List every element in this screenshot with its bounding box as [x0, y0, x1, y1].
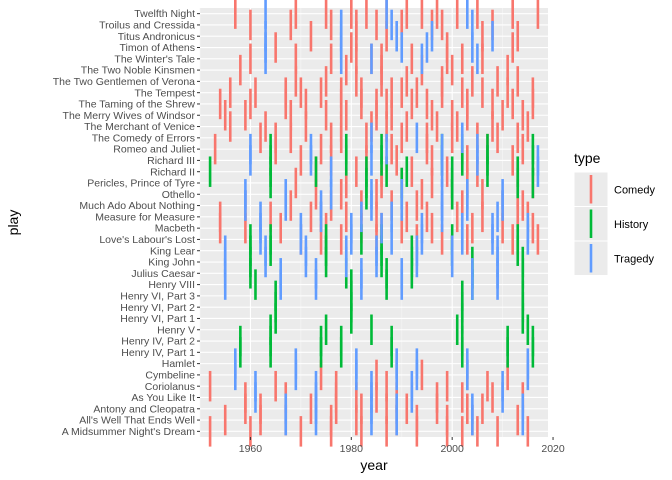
data-marks — [208, 0, 540, 447]
y-tick-label: Macbeth — [155, 223, 195, 235]
y-tick-label: Troilus and Cressida — [99, 20, 195, 32]
legend-keys: Comedy History Tragedy — [573, 171, 655, 276]
y-tick-label: Henry IV, Part 1 — [121, 347, 195, 359]
y-tick-label: Hamlet — [162, 358, 195, 370]
y-tick-label: As You Like It — [131, 392, 195, 404]
y-tick-label: Titus Andronicus — [118, 31, 195, 43]
y-tick-label: Henry VI, Part 3 — [120, 290, 195, 302]
y-tick-label: The Two Gentlemen of Verona — [53, 76, 195, 88]
y-axis-title: play — [5, 210, 21, 236]
x-tick-label: 1980 — [340, 443, 364, 455]
y-tick-label: Richard II — [150, 166, 195, 178]
x-tick-labels: 1960 1980 2000 2020 — [239, 437, 565, 455]
y-tick-label: The Merry Wives of Windsor — [63, 110, 196, 122]
y-tick-label: Love's Labour's Lost — [99, 234, 195, 246]
y-tick-label: A Midsummer Night's Dream — [62, 426, 196, 438]
y-tick-label: Romeo and Juliet — [113, 144, 195, 156]
legend-label: Comedy — [614, 184, 655, 196]
y-tick-label: Timon of Athens — [120, 42, 195, 54]
y-tick-label: Henry V — [157, 324, 195, 336]
y-tick-label: Henry VI, Part 2 — [120, 302, 195, 314]
legend: type Comedy History Tragedy — [573, 150, 655, 276]
plot-panel — [200, 8, 548, 437]
y-tick-label: The Tempest — [134, 87, 195, 99]
y-tick-label: Much Ado About Nothing — [79, 200, 195, 212]
y-tick-label: All's Well That Ends Well — [79, 415, 195, 427]
x-axis-title: year — [360, 457, 388, 473]
x-tick-label: 1960 — [239, 443, 263, 455]
y-tick-label: King Lear — [150, 245, 195, 257]
y-tick-label: Henry IV, Part 2 — [121, 336, 195, 348]
y-tick-label: Henry VIII — [148, 279, 195, 291]
x-tick-label: 2000 — [440, 443, 464, 455]
y-tick-label: Measure for Measure — [95, 211, 195, 223]
y-tick-label: King John — [148, 257, 195, 269]
y-tick-label: Twelfth Night — [134, 8, 195, 20]
y-tick-label: Othello — [162, 189, 195, 201]
y-tick-label: The Two Noble Kinsmen — [81, 65, 195, 77]
y-tick-label: The Winter's Tale — [114, 53, 195, 65]
legend-label: Tragedy — [614, 253, 654, 265]
y-tick-label: The Merchant of Venice — [84, 121, 195, 133]
y-tick-label: Antony and Cleopatra — [93, 403, 195, 415]
legend-title: type — [574, 150, 601, 166]
legend-label: History — [614, 219, 649, 231]
y-tick-label: Henry VI, Part 1 — [120, 313, 195, 325]
y-tick-label: The Comedy of Errors — [92, 132, 195, 144]
x-tick-label: 2020 — [541, 443, 565, 455]
y-tick-label: Coriolanus — [145, 381, 195, 393]
y-tick-label: Julius Caesar — [131, 268, 195, 280]
y-tick-label: Richard III — [147, 155, 195, 167]
y-tick-label: The Taming of the Shrew — [78, 99, 195, 111]
y-tick-label: Pericles, Prince of Tyre — [87, 178, 195, 190]
y-tick-label: Cymbeline — [145, 370, 195, 382]
grid — [199, 8, 548, 437]
